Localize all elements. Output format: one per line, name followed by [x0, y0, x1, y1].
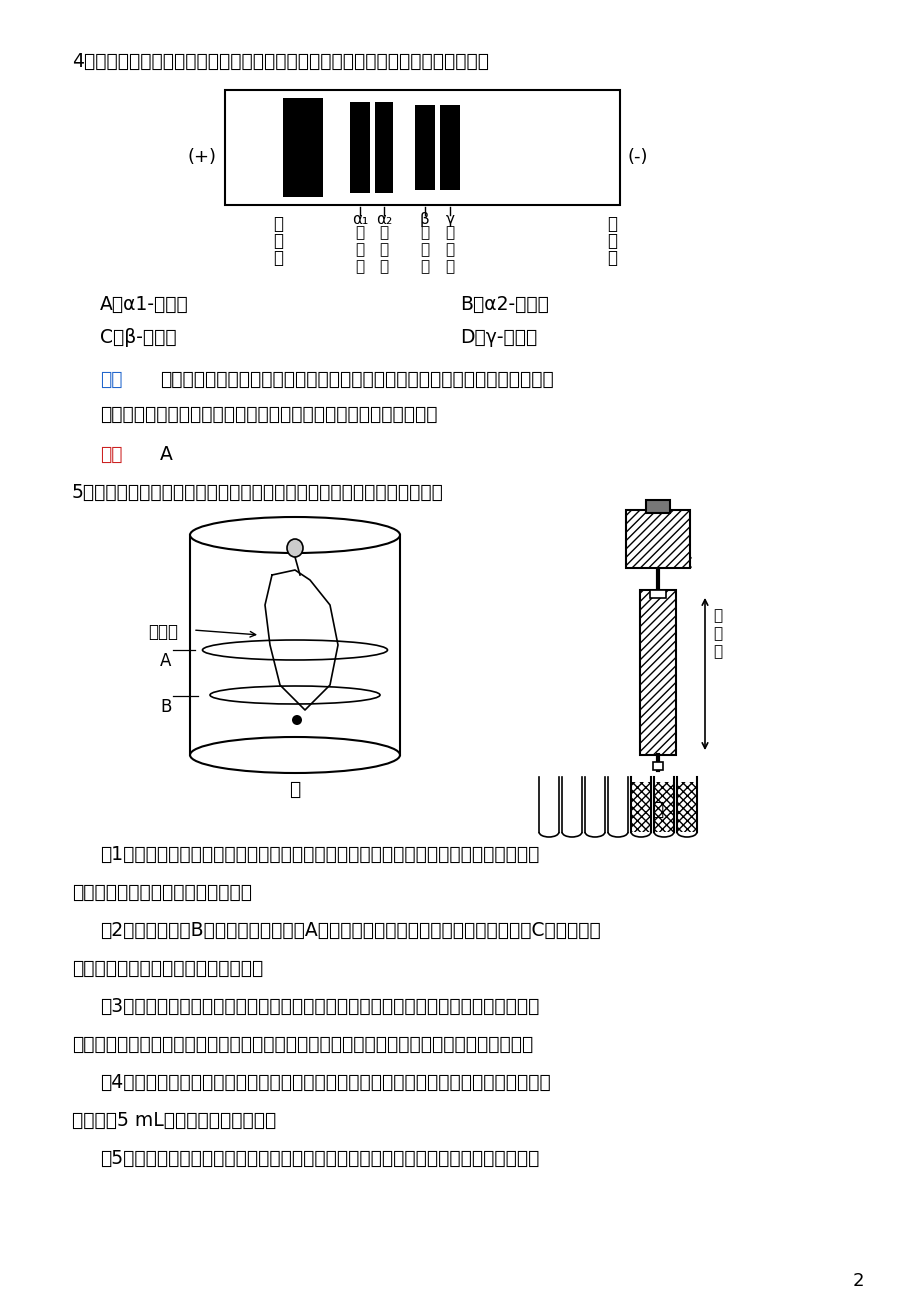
Bar	[283, 98, 323, 197]
Bar	[630, 783, 651, 832]
Bar	[640, 590, 675, 755]
Text: C．β-球蛋白: C．β-球蛋白	[100, 328, 176, 348]
Text: 蛋白质的方法叫＿＿＿＿＿＿＿＿，是根据＿＿＿＿＿＿＿＿＿＿＿分离蛋白质的有效方法。: 蛋白质的方法叫＿＿＿＿＿＿＿＿，是根据＿＿＿＿＿＿＿＿＿＿＿分离蛋白质的有效方法…	[72, 1035, 533, 1055]
Text: α₁: α₁	[351, 212, 368, 227]
Text: (+): (+)	[187, 148, 216, 165]
Text: 球: 球	[445, 225, 454, 240]
Text: 作: 作	[712, 626, 721, 641]
Text: 4．根据血清蛋白醋酸纤维素薄膜电泳图谱示意图分析，所带负电荷最多的球蛋白是: 4．根据血清蛋白醋酸纤维素薄膜电泳图谱示意图分析，所带负电荷最多的球蛋白是	[72, 52, 489, 72]
Text: 称为电泳。因此移动越慢的，所带负电荷就越少（点样是在负极）。: 称为电泳。因此移动越慢的，所带负电荷就越少（点样是在负极）。	[100, 405, 437, 424]
Text: 解析: 解析	[100, 370, 122, 389]
Text: 样: 样	[607, 232, 617, 250]
Text: 处: 处	[607, 249, 617, 267]
Text: 出液，每5 mL收集一管，连续收集。: 出液，每5 mL收集一管，连续收集。	[72, 1111, 276, 1130]
Bar	[676, 783, 697, 832]
Ellipse shape	[190, 517, 400, 553]
Ellipse shape	[190, 737, 400, 773]
Text: A: A	[160, 652, 171, 671]
Text: 2: 2	[851, 1272, 863, 1290]
Text: 压: 压	[712, 644, 721, 659]
Text: 透析袋: 透析袋	[148, 622, 177, 641]
Text: 球: 球	[379, 225, 388, 240]
Bar	[625, 510, 689, 568]
Text: (-): (-)	[627, 148, 648, 165]
Text: A: A	[160, 445, 173, 464]
Text: 根据电泳的原理进行分析，带电粒子在电场中向与其电性相反的电极泳动的现象: 根据电泳的原理进行分析，带电粒子在电场中向与其电性相反的电极泳动的现象	[160, 370, 553, 389]
Text: 白: 白	[420, 259, 429, 273]
Bar	[439, 105, 460, 190]
Text: 5．下图甲乙表示血红蛋白提取和分离的部分实验装置，请回答下列问题：: 5．下图甲乙表示血红蛋白提取和分离的部分实验装置，请回答下列问题：	[72, 483, 443, 503]
Text: A．α1-球蛋白: A．α1-球蛋白	[100, 296, 188, 314]
Text: 答案: 答案	[100, 445, 122, 464]
Text: 操: 操	[712, 608, 721, 622]
Text: 是＿＿＿＿＿＿＿＿＿＿＿＿＿＿＿。: 是＿＿＿＿＿＿＿＿＿＿＿＿＿＿＿。	[72, 960, 263, 978]
Text: （3）甲装置用于＿＿＿＿＿＿，目的是＿＿＿＿＿＿＿＿＿＿＿＿＿＿。用乙装置分离: （3）甲装置用于＿＿＿＿＿＿，目的是＿＿＿＿＿＿＿＿＿＿＿＿＿＿。用乙装置分离	[100, 997, 539, 1016]
Bar	[645, 500, 669, 513]
Text: 点: 点	[607, 215, 617, 233]
Bar	[225, 90, 619, 204]
Text: （4）用乙装置分离血红蛋白时，待＿＿＿＿＿＿＿＿＿接近色谱柱底端时，用试管收集流: （4）用乙装置分离血红蛋白时，待＿＿＿＿＿＿＿＿＿接近色谱柱底端时，用试管收集流	[100, 1073, 550, 1092]
Ellipse shape	[202, 641, 387, 660]
Text: 球: 球	[355, 225, 364, 240]
Text: 白: 白	[379, 259, 388, 273]
Bar	[349, 102, 369, 193]
Ellipse shape	[210, 686, 380, 704]
Text: γ: γ	[445, 212, 454, 227]
Text: 蛋: 蛋	[445, 242, 454, 256]
Text: 白: 白	[273, 249, 283, 267]
Bar	[414, 105, 435, 190]
Text: 乙: 乙	[652, 799, 663, 819]
Bar	[652, 762, 663, 769]
Bar	[653, 783, 674, 832]
Bar	[650, 590, 665, 598]
Text: 甲: 甲	[289, 780, 301, 799]
Text: 蛋: 蛋	[273, 232, 283, 250]
Bar	[375, 102, 392, 193]
Text: 蛋: 蛋	[355, 242, 364, 256]
Text: α₂: α₂	[376, 212, 391, 227]
Text: 白: 白	[355, 259, 364, 273]
Text: （5）血红蛋白提取和分离的程序可分为四步：样品处理、粗分离纯化、纯度鉴定。其中: （5）血红蛋白提取和分离的程序可分为四步：样品处理、粗分离纯化、纯度鉴定。其中	[100, 1148, 539, 1168]
Text: β: β	[420, 212, 429, 227]
Text: 蛋白质具有＿＿＿＿＿＿＿＿功能。: 蛋白质具有＿＿＿＿＿＿＿＿功能。	[72, 883, 252, 902]
Text: （1）血红蛋白是人和其他脊椎动物红细胞的主要组成成分，其在红细胞中的作用体现了: （1）血红蛋白是人和其他脊椎动物红细胞的主要组成成分，其在红细胞中的作用体现了	[100, 845, 539, 865]
Text: 清: 清	[273, 215, 283, 233]
Text: 蛋: 蛋	[379, 242, 388, 256]
Text: C: C	[679, 555, 691, 573]
Text: D．γ-球蛋白: D．γ-球蛋白	[460, 328, 537, 348]
Text: （2）甲装置中，B是血红蛋白溶液，则A是＿＿＿＿＿＿＿＿＿＿＿＿；乙装置中，C溶液的作用: （2）甲装置中，B是血红蛋白溶液，则A是＿＿＿＿＿＿＿＿＿＿＿＿；乙装置中，C溶…	[100, 921, 600, 940]
Text: 蛋: 蛋	[420, 242, 429, 256]
Text: 球: 球	[420, 225, 429, 240]
Ellipse shape	[291, 715, 301, 725]
Text: B: B	[160, 698, 171, 716]
Text: B．α2-球蛋白: B．α2-球蛋白	[460, 296, 549, 314]
Text: 白: 白	[445, 259, 454, 273]
Ellipse shape	[287, 539, 302, 557]
